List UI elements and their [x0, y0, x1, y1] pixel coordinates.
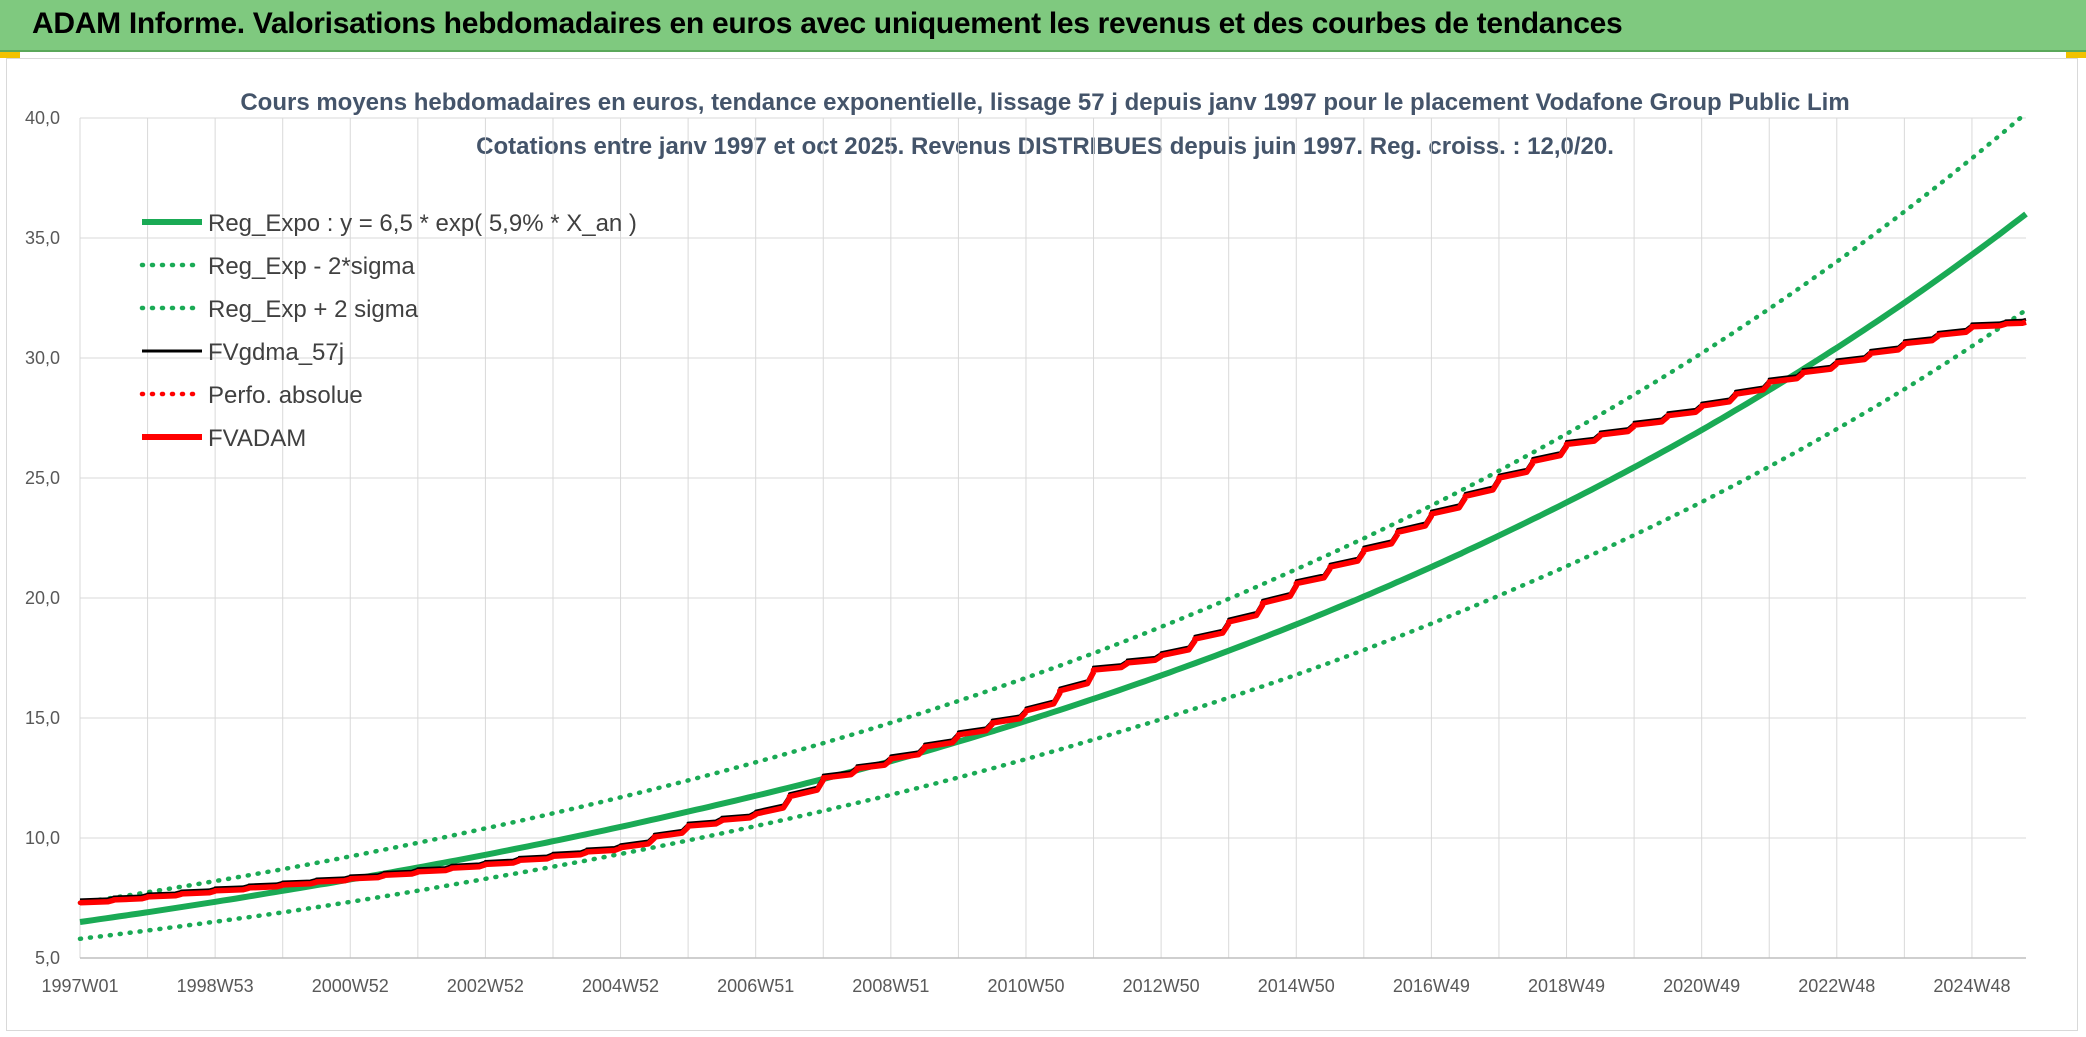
y-tick-label: 35,0: [25, 228, 60, 248]
x-tick-label: 2006W51: [717, 976, 794, 996]
chart-title-line-2: Cotations entre janv 1997 et oct 2025. R…: [476, 133, 1614, 160]
header-banner: ADAM Informe. Valorisations hebdomadaire…: [0, 0, 2086, 52]
x-tick-label: 1997W01: [41, 976, 118, 996]
series-line-0: [79, 211, 2028, 925]
chart-frame: [6, 58, 2078, 1031]
y-tick-label: 30,0: [25, 348, 60, 368]
legend-label: Perfo. absolue: [208, 382, 363, 409]
x-tick-label: 2018W49: [1528, 976, 1605, 996]
x-tick-label: 2022W48: [1798, 976, 1875, 996]
legend-label: FVgdma_57j: [208, 339, 344, 366]
y-tick-label: 20,0: [25, 588, 60, 608]
legend-label: Reg_Expo : y = 6,5 * exp( 5,9% * X_an ): [208, 210, 637, 237]
chart-title-line-1: Cours moyens hebdomadaires en euros, ten…: [240, 89, 1849, 116]
x-tick-label: 2020W49: [1663, 976, 1740, 996]
x-tick-label: 2014W50: [1258, 976, 1335, 996]
page-title: ADAM Informe. Valorisations hebdomadaire…: [32, 7, 1623, 40]
x-tick-label: 2024W48: [1933, 976, 2010, 996]
legend-label: Reg_Exp + 2 sigma: [208, 296, 419, 323]
x-tick-label: 2008W51: [852, 976, 929, 996]
x-tick-label: 1998W53: [177, 976, 254, 996]
y-tick-label: 5,0: [35, 948, 60, 968]
y-tick-label: 15,0: [25, 708, 60, 728]
corner-accent-right: [2066, 52, 2086, 58]
legend-label: Reg_Exp - 2*sigma: [208, 253, 415, 280]
x-tick-label: 2012W50: [1123, 976, 1200, 996]
series-line-5: [79, 319, 2027, 906]
legend: Reg_Expo : y = 6,5 * exp( 5,9% * X_an ) R…: [139, 210, 637, 452]
x-tick-label: 2000W52: [312, 976, 389, 996]
x-axis-ticks: 1997W01 1998W53 2000W52 2002W52 2004W52 2006W…: [41, 976, 2010, 996]
series-line-1: [77, 307, 2029, 942]
x-tick-label: 2004W52: [582, 976, 659, 996]
series-lines: [77, 110, 2029, 942]
corner-accent-left: [0, 52, 20, 58]
y-tick-label: 10,0: [25, 828, 60, 848]
x-tick-label: 2002W52: [447, 976, 524, 996]
x-tick-label: 2010W50: [987, 976, 1064, 996]
series-line-2: [77, 110, 2029, 906]
legend-label: FVADAM: [208, 425, 306, 452]
y-tick-label: 25,0: [25, 468, 60, 488]
y-tick-label: 40,0: [25, 108, 60, 128]
grid: [79, 117, 2026, 959]
y-axis-ticks: 5,0 10,0 15,0 20,0 25,0 30,0 35,0 40,0: [25, 108, 60, 968]
series-line-3: [79, 317, 2027, 902]
x-tick-label: 2016W49: [1393, 976, 1470, 996]
